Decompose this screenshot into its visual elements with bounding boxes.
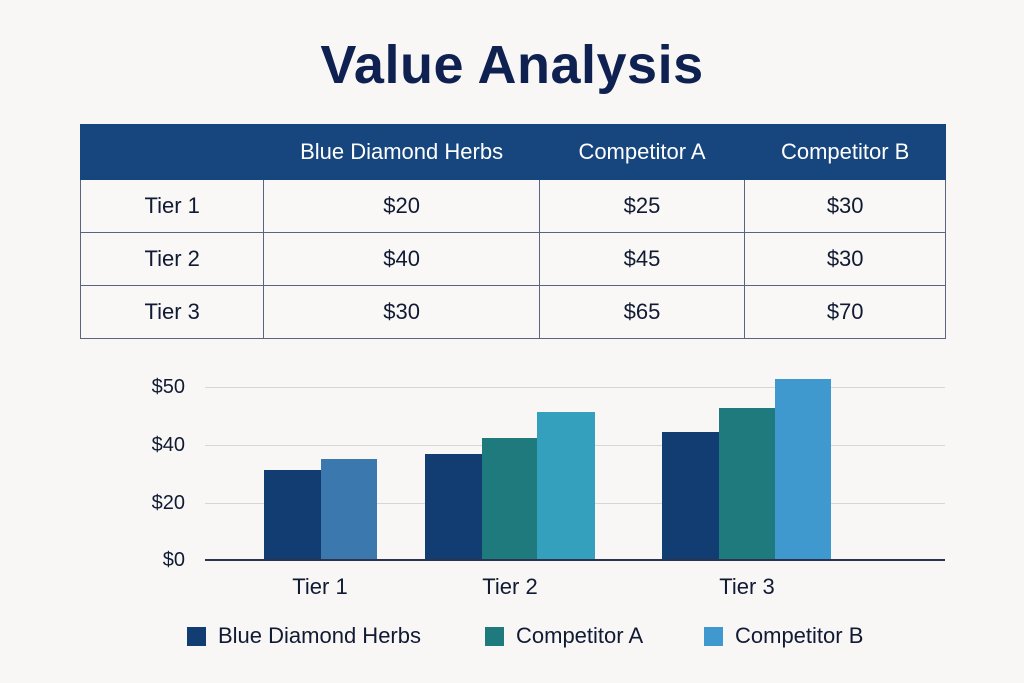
price-cell: $70 — [744, 285, 946, 339]
header-blue-diamond: Blue Diamond Herbs — [263, 124, 540, 180]
price-cell: $20 — [263, 179, 540, 233]
legend-label: Competitor B — [735, 623, 864, 648]
chart-legend: Blue Diamond Herbs Competitor A Competit… — [0, 623, 1024, 653]
y-tick-40: $40 — [151, 434, 185, 456]
price-cell: $30 — [744, 232, 946, 286]
page-title: Value Analysis — [320, 35, 704, 95]
x-tick-tier1: Tier 1 — [292, 574, 348, 599]
table-row: Tier 1 $20 $25 $30 — [79, 179, 946, 233]
legend-swatch-icon — [187, 626, 206, 646]
bar-tier2-competitor-a — [482, 438, 537, 560]
x-tick-tier3: Tier 3 — [719, 574, 775, 599]
bar-tier3-competitor-a — [719, 408, 775, 560]
gridline — [205, 387, 945, 388]
tier-label: Tier 1 — [79, 179, 265, 233]
legend-label: Competitor A — [516, 623, 644, 648]
tier-label: Tier 2 — [79, 232, 265, 286]
table-row: Tier 2 $40 $45 $30 — [79, 232, 946, 286]
bar-chart: $50 $40 $20 $0 Tier 1 Tier 2 Tier 3 — [0, 360, 1024, 680]
header-competitor-a: Competitor A — [538, 124, 746, 180]
legend-swatch-icon — [485, 626, 504, 646]
bar-tier2-competitor-b — [537, 412, 595, 560]
table-row: Tier 3 $30 $65 $70 — [79, 285, 946, 339]
y-tick-50: $50 — [151, 376, 185, 398]
price-cell: $25 — [538, 179, 746, 233]
header-competitor-b: Competitor B — [744, 124, 946, 180]
bar-tier1-competitor — [321, 459, 377, 560]
price-cell: $65 — [538, 285, 746, 339]
legend-item-competitor-a: Competitor A — [485, 623, 643, 649]
pricing-table: Blue Diamond Herbs Competitor A Competit… — [79, 124, 946, 339]
header-empty — [79, 124, 265, 180]
bar-tier3-competitor-b — [775, 379, 831, 560]
x-tick-tier2: Tier 2 — [482, 574, 538, 599]
legend-label: Blue Diamond Herbs — [218, 623, 421, 648]
price-cell: $30 — [263, 285, 540, 339]
price-cell: $30 — [744, 179, 946, 233]
price-cell: $45 — [538, 232, 746, 286]
y-tick-0: $0 — [162, 549, 185, 571]
legend-swatch-icon — [704, 626, 723, 646]
x-axis — [205, 559, 945, 561]
legend-item-competitor-b: Competitor B — [704, 623, 863, 649]
price-cell: $40 — [263, 232, 540, 286]
tier-label: Tier 3 — [79, 285, 265, 339]
y-tick-20: $20 — [151, 492, 185, 514]
bar-tier2-blue-diamond — [425, 454, 482, 560]
bar-tier3-blue-diamond — [662, 432, 719, 560]
legend-item-blue-diamond: Blue Diamond Herbs — [187, 623, 421, 649]
bar-tier1-blue-diamond — [264, 470, 321, 560]
table-header-row: Blue Diamond Herbs Competitor A Competit… — [79, 124, 946, 180]
